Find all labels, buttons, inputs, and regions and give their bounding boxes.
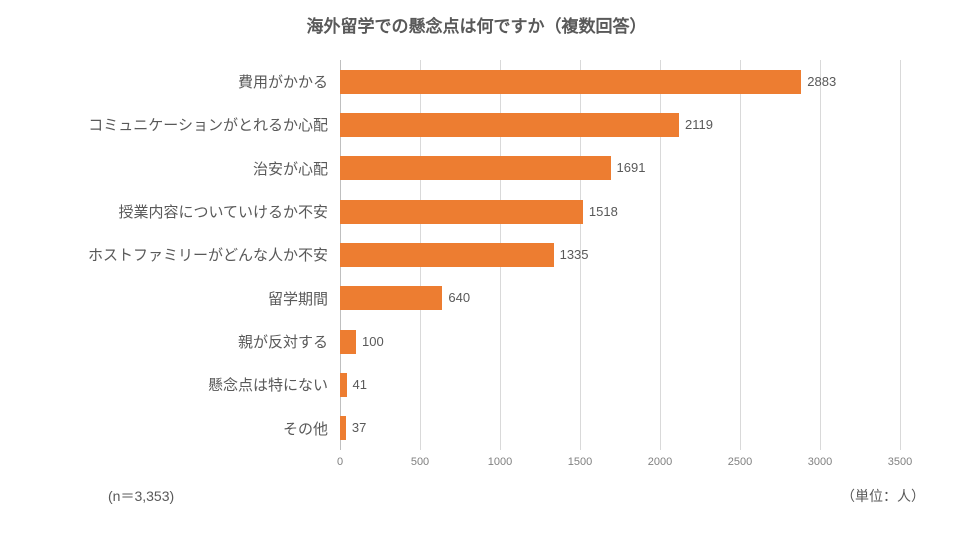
bar xyxy=(340,243,554,267)
value-label: 640 xyxy=(448,290,470,305)
value-label: 41 xyxy=(353,377,367,392)
bar-row: コミュニケーションがとれるか心配2119 xyxy=(340,103,900,146)
x-tick-label: 2000 xyxy=(648,456,672,468)
bar-row: その他37 xyxy=(340,407,900,450)
value-label: 2119 xyxy=(685,117,713,132)
bar xyxy=(340,200,583,224)
category-label: 親が反対する xyxy=(238,331,328,352)
x-tick-label: 500 xyxy=(411,456,429,468)
category-label: 治安が心配 xyxy=(253,158,328,179)
x-tick-label: 1500 xyxy=(568,456,592,468)
bar xyxy=(340,70,801,94)
grid-line xyxy=(900,60,901,450)
value-label: 100 xyxy=(362,334,384,349)
footer-sample-size: (n＝3,353) xyxy=(108,486,174,506)
bar-row: 授業内容についていけるか不安1518 xyxy=(340,190,900,233)
bar xyxy=(340,156,611,180)
bar-row: 費用がかかる2883 xyxy=(340,60,900,103)
bar xyxy=(340,373,347,397)
value-label: 1691 xyxy=(617,160,646,175)
chart-title: 海外留学での懸念点は何ですか（複数回答） xyxy=(0,12,953,37)
bar-row: 懸念点は特にない41 xyxy=(340,363,900,406)
category-label: 費用がかかる xyxy=(238,71,328,92)
x-tick-label: 0 xyxy=(337,456,343,468)
x-tick-label: 1000 xyxy=(488,456,512,468)
bar xyxy=(340,286,442,310)
footer-unit: （単位：人） xyxy=(841,486,925,506)
bar xyxy=(340,330,356,354)
x-tick-label: 3500 xyxy=(888,456,912,468)
bar-row: 親が反対する100 xyxy=(340,320,900,363)
bar xyxy=(340,416,346,440)
value-label: 2883 xyxy=(807,74,836,89)
chart-container: 海外留学での懸念点は何ですか（複数回答） 0500100015002000250… xyxy=(0,0,953,534)
value-label: 1335 xyxy=(560,247,589,262)
plot-area: 0500100015002000250030003500費用がかかる2883コミ… xyxy=(340,60,900,450)
x-tick-label: 2500 xyxy=(728,456,752,468)
bar-row: 治安が心配1691 xyxy=(340,147,900,190)
bar-row: ホストファミリーがどんな人か不安1335 xyxy=(340,233,900,276)
category-label: その他 xyxy=(283,418,328,439)
category-label: 授業内容についていけるか不安 xyxy=(118,201,328,222)
category-label: コミュニケーションがとれるか心配 xyxy=(88,114,328,135)
category-label: 留学期間 xyxy=(268,288,328,309)
value-label: 37 xyxy=(352,420,366,435)
value-label: 1518 xyxy=(589,204,618,219)
bar xyxy=(340,113,679,137)
category-label: 懸念点は特にない xyxy=(208,374,328,395)
bar-row: 留学期間640 xyxy=(340,277,900,320)
category-label: ホストファミリーがどんな人か不安 xyxy=(88,244,328,265)
x-tick-label: 3000 xyxy=(808,456,832,468)
